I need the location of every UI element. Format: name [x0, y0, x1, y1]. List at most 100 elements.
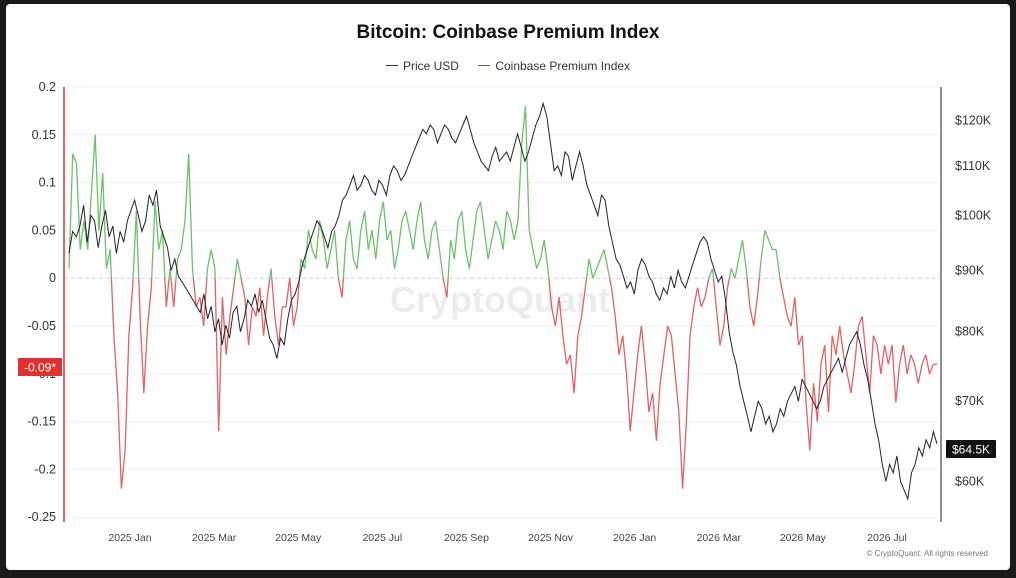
premium-segment	[274, 316, 280, 346]
x-tick-label: 2025 May	[275, 532, 322, 544]
premium-segment	[595, 258, 601, 269]
premium-segment	[218, 297, 224, 432]
chart-title: Bitcoin: Coinbase Premium Index	[356, 22, 660, 43]
premium-segment	[206, 249, 212, 269]
x-tick-label: 2026 May	[780, 532, 827, 544]
premium-segment	[857, 316, 863, 327]
premium-segment	[895, 364, 901, 403]
legend-swatch-premium	[478, 65, 491, 66]
premium-segment	[483, 230, 489, 260]
premium-segment	[431, 220, 437, 231]
premium-segment	[790, 297, 796, 327]
premium-segment	[356, 230, 362, 269]
legend-item-premium[interactable]: Coinbase Premium Index	[478, 59, 630, 73]
premium-segment	[592, 268, 598, 279]
premium-segment	[749, 306, 755, 327]
premium-segment	[184, 153, 190, 221]
y-right-tick-label: $80K	[955, 325, 985, 339]
premium-segment	[910, 354, 916, 365]
premium-segment	[446, 278, 449, 298]
chart-card	[6, 4, 1010, 570]
premium-segment	[304, 230, 310, 269]
premium-segment	[854, 325, 860, 365]
premium-segment	[730, 268, 736, 279]
premium-segment	[110, 278, 115, 336]
premium-segment	[681, 421, 687, 489]
premium-segment	[195, 297, 201, 308]
x-tick-label: 2026 Mar	[697, 532, 742, 544]
premium-segment	[435, 220, 441, 250]
premium-segment	[667, 325, 672, 336]
premium-segment	[420, 201, 426, 241]
legend-item-price[interactable]: Price USD	[385, 59, 459, 73]
premium-segment	[603, 249, 609, 269]
premium-segment	[259, 287, 265, 336]
premium-segment	[191, 268, 195, 279]
premium-segment	[524, 106, 530, 231]
premium-segment	[386, 230, 392, 241]
premium-segment	[734, 258, 740, 279]
premium-segment	[562, 335, 568, 365]
premium-segment	[607, 268, 611, 279]
premium-segment	[468, 239, 474, 269]
premium-segment	[618, 335, 624, 355]
x-tick-label: 2026 Jul	[867, 532, 907, 544]
premium-segment	[723, 287, 729, 327]
premium-segment	[633, 354, 639, 393]
premium-segment	[98, 173, 104, 231]
premium-segment	[880, 345, 886, 374]
premium-segment	[128, 287, 134, 336]
premium-segment	[805, 402, 811, 451]
premium-segment	[728, 268, 732, 279]
x-tick-label: 2025 Nov	[528, 532, 574, 544]
premium-segment	[816, 364, 822, 422]
premium-segment	[599, 249, 605, 260]
premium-segment	[869, 335, 875, 393]
premium-segment	[637, 325, 643, 355]
premium-segment	[820, 345, 826, 365]
premium-segment	[678, 412, 684, 489]
premium-segment	[797, 335, 803, 346]
premium-segment	[663, 325, 669, 355]
premium-segment	[79, 220, 85, 250]
premium-segment	[517, 144, 523, 221]
premium-segment	[622, 335, 628, 374]
premium-segment	[779, 278, 785, 298]
premium-segment	[872, 335, 878, 346]
y-left-tick-label: 0.2	[39, 80, 56, 94]
premium-segment	[363, 211, 369, 250]
premium-segment	[102, 173, 108, 269]
premium-segment	[143, 325, 149, 393]
premium-segment	[861, 316, 867, 355]
premium-segment	[760, 230, 766, 260]
premium-segment	[352, 258, 358, 269]
premium-segment	[509, 220, 515, 241]
premium-segment	[461, 211, 467, 250]
premium-segment	[154, 201, 160, 250]
premium-segment	[506, 211, 512, 222]
premium-segment	[580, 287, 586, 317]
premium-segment	[371, 230, 377, 260]
premium-segment	[109, 249, 113, 279]
premium-segment	[251, 306, 257, 317]
premium-segment	[487, 239, 493, 260]
premium-segment	[902, 345, 908, 374]
premium-segment	[165, 278, 170, 307]
premium-segment	[738, 239, 744, 260]
premium-segment	[712, 278, 717, 307]
x-tick-label: 2025 Mar	[192, 532, 237, 544]
premium-segment	[764, 230, 770, 241]
premium-segment	[90, 134, 96, 193]
premium-segment	[94, 134, 100, 231]
premium-segment	[116, 392, 123, 489]
premium-segment	[447, 239, 452, 279]
legend: Price USD Coinbase Premium Index	[0, 55, 1016, 73]
premium-segment	[449, 239, 455, 260]
x-tick-label: 2026 Jan	[613, 532, 656, 544]
y-right-tick-label: $60K	[955, 474, 985, 488]
premium-segment	[835, 325, 841, 355]
premium-segment	[551, 306, 557, 327]
premium-segment	[921, 354, 927, 365]
premium-segment	[188, 153, 194, 269]
